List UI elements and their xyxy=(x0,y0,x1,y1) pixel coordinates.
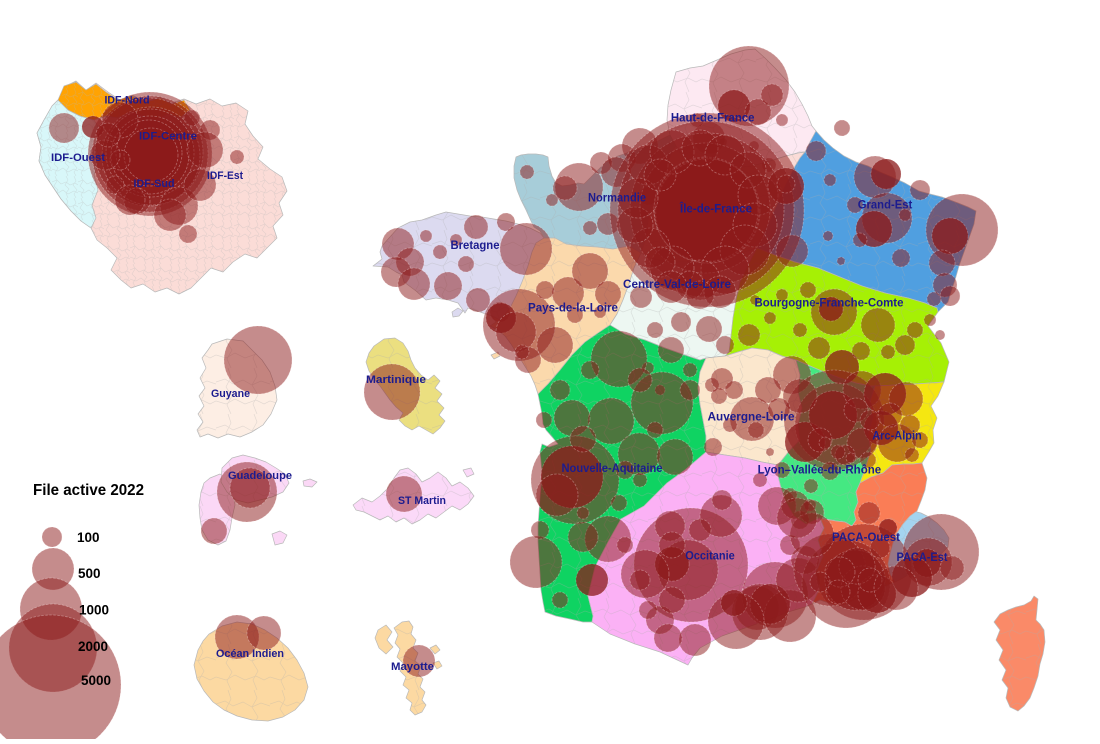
svg-text:Mayotte: Mayotte xyxy=(391,661,434,673)
svg-text:100: 100 xyxy=(77,530,100,545)
svg-text:Occitanie: Occitanie xyxy=(685,551,735,563)
svg-text:Lyon–Vallée-du-Rhône: Lyon–Vallée-du-Rhône xyxy=(758,464,882,476)
svg-text:Auvergne-Loire: Auvergne-Loire xyxy=(708,411,795,423)
svg-text:Pays-de-la-Loire: Pays-de-la-Loire xyxy=(528,302,618,314)
svg-text:IDF-Est: IDF-Est xyxy=(207,170,243,182)
svg-text:Bretagne: Bretagne xyxy=(451,240,500,252)
svg-text:Grand-Est: Grand-Est xyxy=(858,200,913,212)
svg-text:IDF-Nord: IDF-Nord xyxy=(105,95,150,107)
svg-text:IDF-Centre: IDF-Centre xyxy=(139,131,197,143)
svg-text:File active 2022: File active 2022 xyxy=(33,482,144,499)
svg-text:Océan Indien: Océan Indien xyxy=(216,648,284,660)
svg-text:Haut-de-France: Haut-de-France xyxy=(671,113,755,125)
svg-text:Bourgogne-Franche-Comte: Bourgogne-Franche-Comte xyxy=(755,297,904,309)
svg-text:500: 500 xyxy=(78,566,101,581)
svg-text:Normandie: Normandie xyxy=(588,193,646,205)
svg-text:ST Martin: ST Martin xyxy=(398,495,446,507)
svg-text:Arc-Alpin: Arc-Alpin xyxy=(872,430,922,442)
svg-text:2000: 2000 xyxy=(78,639,108,654)
svg-text:IDF-Sud: IDF-Sud xyxy=(134,178,175,190)
svg-text:5000: 5000 xyxy=(81,673,111,688)
svg-text:PACA-Est: PACA-Est xyxy=(897,552,948,564)
svg-text:Guyane: Guyane xyxy=(211,388,250,400)
svg-text:PACA-Ouest: PACA-Ouest xyxy=(832,532,900,544)
svg-text:Martinique: Martinique xyxy=(366,374,426,386)
svg-text:1000: 1000 xyxy=(79,603,109,618)
svg-text:Nouvelle-Aquitaine: Nouvelle-Aquitaine xyxy=(562,463,663,475)
svg-text:Guadeloupe: Guadeloupe xyxy=(228,470,292,482)
svg-text:Île-de-France: Île-de-France xyxy=(679,203,752,216)
svg-text:Centre-Val-de-Loire: Centre-Val-de-Loire xyxy=(623,279,731,291)
svg-text:IDF-Ouest: IDF-Ouest xyxy=(51,152,105,164)
